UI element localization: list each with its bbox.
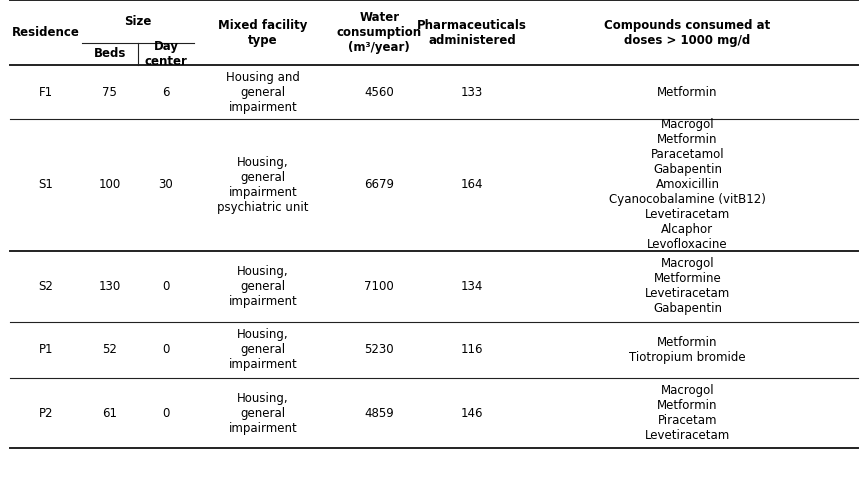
Text: F1: F1 [39,86,53,99]
Text: 0: 0 [162,280,170,293]
Text: 75: 75 [102,86,117,99]
Text: 0: 0 [162,407,170,420]
Text: 133: 133 [461,86,482,99]
Text: 134: 134 [461,280,482,293]
Text: Residence: Residence [12,26,80,39]
Text: Housing,
general
impairment: Housing, general impairment [228,392,297,435]
Text: Macrogol
Metformin
Paracetamol
Gabapentin
Amoxicillin
Cyanocobalamine (vitB12)
L: Macrogol Metformin Paracetamol Gabapenti… [609,118,765,252]
Text: Metformin
Tiotropium bromide: Metformin Tiotropium bromide [629,336,745,364]
Text: 4560: 4560 [364,86,393,99]
Text: 146: 146 [460,407,483,420]
Text: Beds: Beds [94,48,126,60]
Text: Compounds consumed at
doses > 1000 mg/d: Compounds consumed at doses > 1000 mg/d [604,19,770,47]
Text: Mixed facility
type: Mixed facility type [218,19,307,47]
Text: Day
center: Day center [145,40,187,68]
Text: P2: P2 [39,407,53,420]
Text: 100: 100 [99,178,121,191]
Text: 7100: 7100 [364,280,393,293]
Text: 0: 0 [162,344,170,356]
Text: Pharmaceuticals
administered: Pharmaceuticals administered [417,19,526,47]
Text: 4859: 4859 [364,407,393,420]
Text: 61: 61 [102,407,117,420]
Text: Macrogol
Metformin
Piracetam
Levetiracetam: Macrogol Metformin Piracetam Levetiracet… [644,384,729,442]
Text: 116: 116 [460,344,483,356]
Text: Housing,
general
impairment: Housing, general impairment [228,265,297,308]
Text: 5230: 5230 [364,344,393,356]
Text: Housing and
general
impairment: Housing and general impairment [226,71,300,114]
Text: Housing,
general
impairment: Housing, general impairment [228,329,297,371]
Text: 52: 52 [102,344,117,356]
Text: 130: 130 [99,280,121,293]
Text: S2: S2 [39,280,53,293]
Text: Macrogol
Metformine
Levetiracetam
Gabapentin: Macrogol Metformine Levetiracetam Gabape… [644,257,729,315]
Text: 6: 6 [162,86,170,99]
Text: S1: S1 [39,178,53,191]
Text: Metformin: Metformin [656,86,717,99]
Text: Housing,
general
impairment
psychiatric unit: Housing, general impairment psychiatric … [217,156,308,214]
Text: 6679: 6679 [364,178,393,191]
Text: Water
consumption
(m³/year): Water consumption (m³/year) [337,11,421,54]
Text: Size: Size [124,15,152,28]
Text: 164: 164 [460,178,483,191]
Text: P1: P1 [39,344,53,356]
Text: 30: 30 [158,178,173,191]
